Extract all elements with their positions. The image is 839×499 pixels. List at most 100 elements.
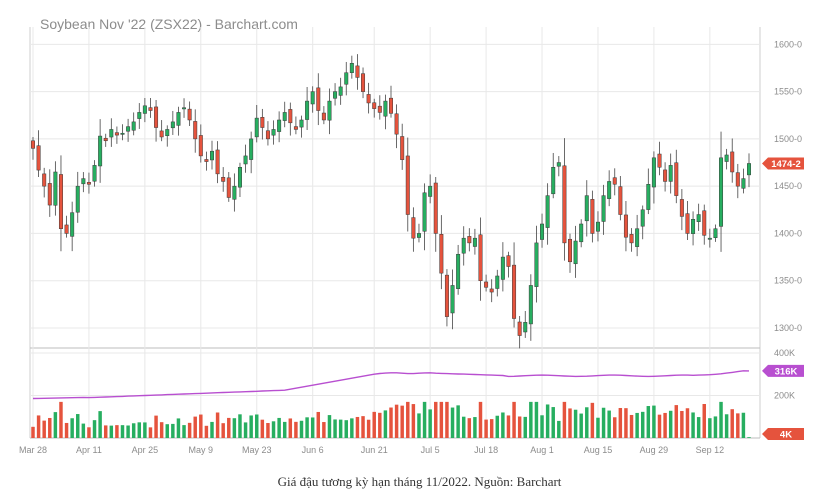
candle-body — [58, 174, 63, 229]
candle-body — [137, 112, 142, 119]
candle-body — [747, 163, 751, 176]
volume-bar — [551, 407, 555, 438]
candle-body — [568, 238, 572, 263]
volume-bar — [663, 412, 667, 438]
volume-bar — [199, 414, 203, 438]
volume-bar — [372, 411, 376, 438]
candle-body — [109, 129, 114, 138]
volume-bar — [461, 416, 466, 438]
volume-bar — [378, 412, 382, 438]
candle-body — [612, 177, 617, 185]
candle-body — [651, 157, 656, 188]
price-tick-label: 1550-0 — [774, 87, 802, 97]
candle-body — [461, 237, 466, 254]
volume-bar — [277, 417, 281, 438]
volume-bar — [31, 426, 35, 438]
candle-body — [685, 213, 690, 234]
candle-body — [131, 121, 136, 131]
candle-body — [204, 159, 209, 162]
volume-bar — [434, 401, 438, 438]
x-tick-label: Apr 25 — [132, 445, 159, 455]
x-tick-label: Aug 1 — [530, 445, 554, 455]
volume-bar — [171, 423, 175, 438]
candle-body — [422, 192, 427, 232]
candle-body — [719, 157, 724, 227]
volume-bar — [562, 401, 567, 438]
candle-body — [221, 176, 226, 182]
candle-body — [495, 275, 500, 289]
x-tick-label: Mar 28 — [19, 445, 47, 455]
candle-body — [182, 107, 187, 110]
volume-bar — [266, 423, 270, 438]
volume-bar — [573, 409, 578, 438]
candle-body — [394, 113, 399, 135]
open-interest-marker-text: 316K — [775, 366, 798, 377]
candle-body — [400, 136, 405, 160]
candle-body — [691, 219, 696, 234]
x-tick-label: Apr 11 — [76, 445, 102, 455]
volume-bar — [154, 415, 158, 438]
volume-bar — [691, 412, 695, 438]
volume-bar — [456, 405, 460, 438]
volume-bar — [232, 418, 237, 438]
volume-bar — [176, 418, 181, 438]
volume-bar — [730, 409, 734, 438]
candle-body — [595, 221, 600, 232]
volume-bar — [640, 411, 645, 438]
candle-body — [646, 184, 651, 210]
candle-body — [305, 100, 310, 120]
candle-body — [271, 129, 276, 136]
x-axis: Mar 28 Apr 11 Apr 25 May 9 May 23 Jun 6 Jun 21… — [19, 445, 724, 455]
candle-body — [724, 154, 729, 162]
candle-body — [36, 145, 41, 171]
candle-body — [478, 234, 483, 281]
volume-bar — [445, 401, 449, 438]
volume-bar — [585, 407, 589, 438]
price-tick-label: 1400-0 — [774, 228, 802, 238]
last-price-marker-text: 1474-2 — [771, 159, 801, 170]
volume-bar — [322, 422, 326, 438]
volume-bar — [596, 417, 600, 438]
volume-bar — [165, 424, 169, 438]
volume-bar — [294, 421, 298, 438]
volume-bar — [53, 412, 58, 438]
open-interest-line — [32, 370, 750, 400]
candle-body — [64, 224, 69, 234]
volume-bar — [120, 425, 125, 438]
volume-bar — [126, 425, 130, 438]
candle-body — [237, 167, 242, 188]
volume-bar — [182, 425, 186, 438]
volume-bar — [187, 422, 192, 438]
candle-body — [416, 233, 421, 238]
open-interest-marker: 316K — [762, 364, 804, 377]
volume-bar — [350, 418, 354, 438]
candle-body — [198, 135, 203, 157]
x-tick-label: May 23 — [242, 445, 272, 455]
volume-bar — [668, 410, 673, 438]
volume-bar — [70, 418, 74, 438]
candle-body — [215, 149, 220, 175]
volume-bar — [389, 407, 393, 438]
candles — [31, 54, 751, 349]
price-tick-label: 1300-0 — [774, 323, 802, 333]
volume-bar — [512, 401, 516, 438]
volume-bar — [747, 437, 751, 438]
candle-body — [506, 255, 511, 267]
candle-body — [165, 129, 170, 137]
candle-body — [210, 150, 214, 161]
candle-body — [489, 288, 494, 293]
volume-bar — [400, 405, 404, 438]
volume-bar — [450, 407, 455, 438]
candle-body — [741, 178, 746, 189]
candle-body — [500, 256, 505, 280]
candle-body — [702, 210, 707, 236]
candle-body — [349, 63, 354, 73]
volume-bar — [680, 410, 684, 438]
x-tick-label: Jun 21 — [361, 445, 388, 455]
candle-body — [372, 102, 377, 109]
x-tick-label: Jun 6 — [302, 445, 324, 455]
candle-body — [556, 162, 561, 167]
price-tick-label: 1500-0 — [774, 134, 802, 144]
volume-bar — [478, 401, 483, 438]
volume-bar — [383, 410, 388, 438]
